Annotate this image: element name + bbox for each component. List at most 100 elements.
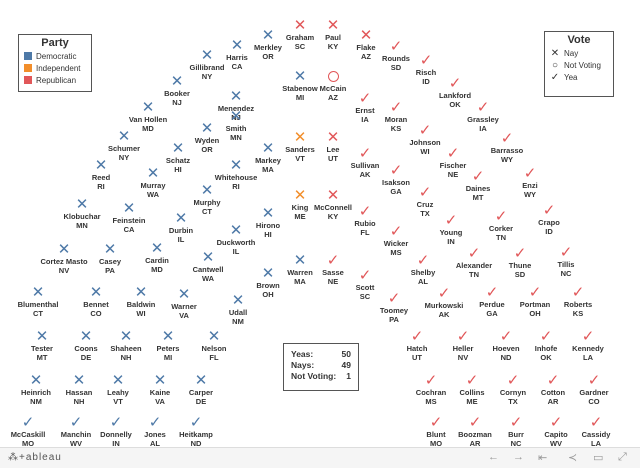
senator-seat[interactable]: ✕ Smith MN [211,109,261,142]
senator-seat[interactable]: ✕ Hassan NH [54,373,104,406]
senator-seat[interactable]: ✕ Graham SC [275,18,325,51]
senator-seat[interactable]: ✕ Schatz HI [153,141,203,174]
senator-seat[interactable]: ✕ Cantwell WA [183,250,233,283]
senator-seat[interactable]: ✓ Blunt MO [411,415,461,448]
senator-seat[interactable]: ✕ Brown OH [243,266,293,299]
senator-seat[interactable]: ✕ Leahy VT [93,373,143,406]
senator-seat[interactable]: ✕ Schumer NY [99,129,149,162]
senator-seat[interactable]: ✓ Corker TN [476,209,526,242]
legend-item-nay[interactable]: ✕ Nay [550,47,579,59]
senator-seat[interactable]: ✓ Rubio FL [340,204,390,237]
senator-seat[interactable]: ✕ Booker NJ [152,74,202,107]
senator-seat[interactable]: ✕ Carper DE [176,373,226,406]
senator-seat[interactable]: ✓ Moran KS [371,100,421,133]
legend-item-democratic[interactable]: Democratic [24,51,86,61]
senator-seat[interactable]: ✓ Heitkamp ND [171,415,221,448]
legend-item-yea[interactable]: ✓ Yea [550,71,578,83]
senator-seat[interactable]: ✕ Cardin MD [132,241,182,274]
senator-seat[interactable]: ✓ Wicker MS [371,224,421,257]
senator-seat[interactable]: ✕ Lee UT [308,130,358,163]
comment-icon[interactable]: ▭ [593,452,604,464]
senator-seat[interactable]: ✓ Barrasso WY [482,131,532,164]
senator-seat[interactable]: ✕ Udall NM [213,293,263,326]
senator-seat[interactable]: ✓ Collins ME [447,373,497,406]
senator-seat[interactable]: ✕ Heinrich NM [11,373,61,406]
senator-seat[interactable]: ✓ Fischer NE [428,146,478,179]
senator-seat[interactable]: ✓ McCaskill MO [3,415,53,448]
senator-seat[interactable]: ✓ Thune SD [495,246,545,279]
senator-seat[interactable]: ✓ Boozman AR [450,415,500,448]
senator-seat[interactable]: ✕ Merkley OR [243,28,293,61]
senator-seat[interactable]: ✕ Tester MT [17,329,67,362]
senator-seat[interactable]: ✕ Bennet CO [71,285,121,318]
senator-seat[interactable]: ✓ Enzi WY [505,166,555,199]
senator-seat[interactable]: ✓ Gardner CO [569,373,619,406]
senator-seat[interactable]: ✕ Markey MA [243,141,293,174]
senator-seat[interactable]: ✓ Murkowski AK [419,286,469,319]
senator-seat[interactable]: ✓ Hoeven ND [481,329,531,362]
senator-seat[interactable]: ✓ Cotton AR [528,373,578,406]
senator-seat[interactable]: ✕ Stabenow MI [275,69,325,102]
senator-seat[interactable]: ✕ Wyden OR [182,121,232,154]
senator-seat[interactable]: ✕ Warner VA [159,287,209,320]
senator-seat[interactable]: ✓ Risch ID [401,53,451,86]
senator-seat[interactable]: ✕ Paul KY [308,18,358,51]
senator-seat[interactable]: ✓ Capito WV [531,415,581,448]
senator-seat[interactable]: ✕ Blumenthal CT [13,285,63,318]
senator-seat[interactable]: ✓ Shelby AL [398,253,448,286]
senator-seat[interactable]: ✓ Rounds SD [371,39,421,72]
senator-seat[interactable]: ✕ Shaheen NH [101,329,151,362]
senator-seat[interactable]: ✓ Cornyn TX [488,373,538,406]
tableau-logo[interactable]: ⁂+ableau [8,452,62,463]
senator-seat[interactable]: ✕ Van Hollen MD [123,100,173,133]
senator-seat[interactable]: ✓ Donnelly IN [91,415,141,448]
senator-seat[interactable]: ✕ Menendez NJ [211,89,261,122]
senator-seat[interactable]: ✓ Cruz TX [400,185,450,218]
senator-seat[interactable]: ✕ Kaine VA [135,373,185,406]
senator-seat[interactable]: ✕ Hirono HI [243,206,293,239]
senator-seat[interactable]: ✓ Tillis NC [541,245,591,278]
senator-seat[interactable]: ✓ Kennedy LA [563,329,613,362]
senator-seat[interactable]: ✕ Cortez Masto NV [39,242,89,275]
senator-seat[interactable]: ✓ Lankford OK [430,76,480,109]
senator-seat[interactable]: ✕ Nelson FL [189,329,239,362]
senator-seat[interactable]: ✓ Scott SC [340,268,390,301]
senator-seat[interactable]: ✓ Johnson WI [400,123,450,156]
senator-seat[interactable]: ✓ Grassley IA [458,100,508,133]
senator-seat[interactable]: ✓ Cochran MS [406,373,456,406]
senator-seat[interactable]: ✓ Sasse NE [308,253,358,286]
senator-seat[interactable]: ✕ Warren MA [275,253,325,286]
senator-seat[interactable]: ✓ Perdue GA [467,285,517,318]
senator-seat[interactable]: ✓ Young IN [426,213,476,246]
senator-seat[interactable]: ✕ Sanders VT [275,130,325,163]
senator-seat[interactable]: ✓ Isakson GA [371,163,421,196]
senator-seat[interactable]: ✓ Heller NV [438,329,488,362]
undo-icon[interactable]: ← [488,451,499,463]
senator-seat[interactable]: ✕ Klobuchar MN [57,197,107,230]
senator-seat[interactable]: ✓ Cassidy LA [571,415,621,448]
senator-seat[interactable]: ✓ Inhofe OK [521,329,571,362]
senator-seat[interactable]: ✓ Portman OH [510,285,560,318]
fullscreen-icon[interactable]: ⤢ [618,451,627,463]
legend-item-independent[interactable]: Independent [24,63,86,73]
legend-item-not-voting[interactable]: ○ Not Voting [551,59,601,71]
senator-seat[interactable]: ✓ Manchin WV [51,415,101,448]
senator-seat[interactable]: ✕ Feinstein CA [104,201,154,234]
senator-seat[interactable]: ✓ Ernst IA [340,91,390,124]
senator-seat[interactable]: ✕ Gillibrand NY [182,48,232,81]
senator-seat[interactable]: ✕ Murray WA [128,166,178,199]
senator-seat[interactable]: ✕ Durbin IL [156,211,206,244]
senator-seat[interactable]: ✓ Roberts KS [553,285,603,318]
senator-seat[interactable]: ✓ Toomey PA [369,291,419,324]
senator-seat[interactable]: ✕ Peters MI [143,329,193,362]
senator-seat[interactable]: ✕ Harris CA [212,38,262,71]
senator-seat[interactable]: ✓ Crapo ID [524,203,574,236]
senator-seat[interactable]: ✕ Casey PA [85,242,135,275]
senator-seat[interactable]: ✓ Sullivan AK [340,146,390,179]
senator-seat[interactable]: ✓ Burr NC [491,415,541,448]
share-icon[interactable]: ≺ [568,452,578,464]
senator-seat[interactable]: ✓ Hatch UT [392,329,442,362]
legend-item-republican[interactable]: Republican [24,75,86,85]
senator-seat[interactable]: ✓ Alexander TN [449,246,499,279]
senator-seat[interactable]: ✕ Coons DE [61,329,111,362]
